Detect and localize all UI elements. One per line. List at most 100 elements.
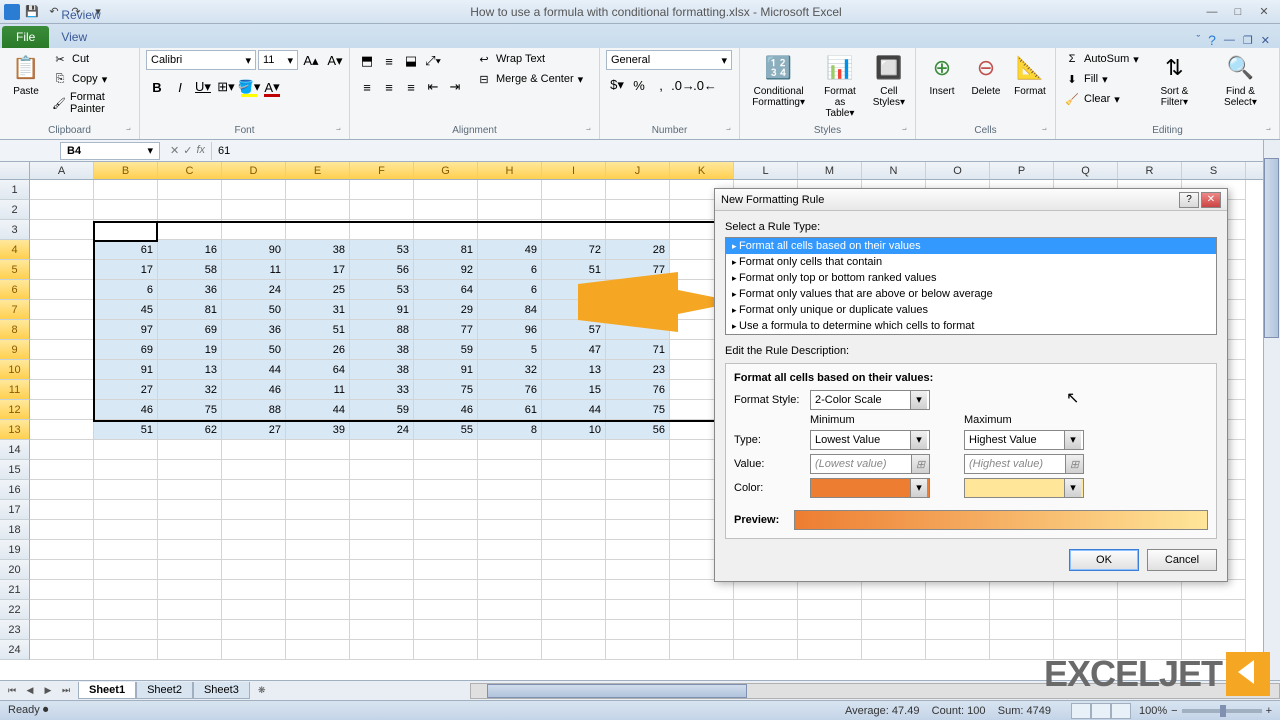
- cell[interactable]: [926, 600, 990, 620]
- cell[interactable]: 51: [542, 260, 606, 280]
- cell[interactable]: [734, 580, 798, 600]
- cell[interactable]: [670, 600, 734, 620]
- cell[interactable]: 6: [478, 260, 542, 280]
- cell[interactable]: [350, 640, 414, 660]
- wrap-text-button[interactable]: ↩Wrap Text: [474, 50, 585, 68]
- cell[interactable]: [670, 580, 734, 600]
- cell[interactable]: [222, 480, 286, 500]
- page-break-view-icon[interactable]: [1111, 703, 1131, 719]
- column-header[interactable]: N: [862, 162, 926, 179]
- cell[interactable]: 57: [542, 320, 606, 340]
- orientation-icon[interactable]: ⤢▾: [422, 50, 444, 72]
- column-header[interactable]: R: [1118, 162, 1182, 179]
- column-header[interactable]: E: [286, 162, 350, 179]
- cell[interactable]: 56: [350, 260, 414, 280]
- cell[interactable]: [350, 600, 414, 620]
- format-as-table-button[interactable]: 📊Format as Table▾: [815, 50, 864, 121]
- cell[interactable]: [30, 420, 94, 440]
- cell[interactable]: [286, 540, 350, 560]
- inner-minimize-icon[interactable]: —: [1224, 34, 1235, 46]
- fill-button[interactable]: ⬇Fill▾: [1062, 70, 1141, 88]
- cell[interactable]: [478, 200, 542, 220]
- cell[interactable]: [158, 480, 222, 500]
- new-sheet-icon[interactable]: ❋: [254, 683, 270, 699]
- cut-button[interactable]: ✂Cut: [50, 50, 133, 68]
- cell[interactable]: [542, 640, 606, 660]
- cell[interactable]: [606, 220, 670, 240]
- column-header[interactable]: G: [414, 162, 478, 179]
- cell[interactable]: 92: [414, 260, 478, 280]
- cell[interactable]: 26: [286, 340, 350, 360]
- cell[interactable]: [478, 520, 542, 540]
- cell[interactable]: 17: [94, 260, 158, 280]
- file-tab[interactable]: File: [2, 26, 49, 48]
- cell[interactable]: 46: [94, 400, 158, 420]
- delete-cells-button[interactable]: ⊖Delete: [966, 50, 1006, 99]
- cell[interactable]: [414, 220, 478, 240]
- cell[interactable]: [286, 220, 350, 240]
- rule-type-item[interactable]: Format only values that are above or bel…: [726, 286, 1216, 302]
- cell[interactable]: [798, 620, 862, 640]
- cell[interactable]: [94, 640, 158, 660]
- sort-filter-button[interactable]: ⇅Sort & Filter▾: [1145, 50, 1204, 110]
- cell[interactable]: [542, 580, 606, 600]
- cell[interactable]: [94, 180, 158, 200]
- cell[interactable]: 23: [606, 280, 670, 300]
- cell[interactable]: [30, 540, 94, 560]
- cell[interactable]: 75: [158, 400, 222, 420]
- cell[interactable]: [222, 640, 286, 660]
- scrollbar-thumb[interactable]: [487, 684, 747, 698]
- row-header[interactable]: 18: [0, 520, 30, 540]
- cell[interactable]: 58: [158, 260, 222, 280]
- cell[interactable]: 47: [542, 340, 606, 360]
- column-header[interactable]: A: [30, 162, 94, 179]
- cell[interactable]: [158, 520, 222, 540]
- cell[interactable]: [158, 560, 222, 580]
- column-header[interactable]: B: [94, 162, 158, 179]
- cell[interactable]: [606, 580, 670, 600]
- row-header[interactable]: 9: [0, 340, 30, 360]
- cell[interactable]: [1118, 580, 1182, 600]
- cell[interactable]: 77: [414, 320, 478, 340]
- cell[interactable]: 91: [414, 360, 478, 380]
- cell[interactable]: [30, 460, 94, 480]
- cell[interactable]: 36: [158, 280, 222, 300]
- increase-font-icon[interactable]: A▴: [300, 50, 322, 72]
- cell[interactable]: 71: [606, 340, 670, 360]
- row-header[interactable]: 6: [0, 280, 30, 300]
- cell[interactable]: 17: [286, 260, 350, 280]
- cell[interactable]: 32: [478, 360, 542, 380]
- cell[interactable]: 11: [286, 380, 350, 400]
- row-header[interactable]: 13: [0, 420, 30, 440]
- cell[interactable]: [350, 440, 414, 460]
- cell[interactable]: [478, 500, 542, 520]
- cell[interactable]: [1054, 580, 1118, 600]
- cell[interactable]: 27: [94, 380, 158, 400]
- cell[interactable]: [542, 440, 606, 460]
- row-header[interactable]: 2: [0, 200, 30, 220]
- cell[interactable]: 6: [478, 280, 542, 300]
- cell[interactable]: [478, 460, 542, 480]
- cell[interactable]: 23: [606, 360, 670, 380]
- align-center-icon[interactable]: ≡: [378, 76, 400, 98]
- cell[interactable]: [1054, 620, 1118, 640]
- zoom-in-icon[interactable]: +: [1266, 705, 1272, 717]
- cell[interactable]: 27: [222, 420, 286, 440]
- cell[interactable]: 72: [542, 240, 606, 260]
- cell[interactable]: [350, 500, 414, 520]
- cell[interactable]: [926, 640, 990, 660]
- cell[interactable]: [990, 580, 1054, 600]
- cell[interactable]: 44: [286, 400, 350, 420]
- cell[interactable]: [350, 180, 414, 200]
- column-header[interactable]: M: [798, 162, 862, 179]
- cell[interactable]: 46: [222, 380, 286, 400]
- row-header[interactable]: 11: [0, 380, 30, 400]
- cell[interactable]: 91: [350, 300, 414, 320]
- cell[interactable]: [414, 180, 478, 200]
- row-header[interactable]: 23: [0, 620, 30, 640]
- cell[interactable]: [30, 600, 94, 620]
- sheet-tab[interactable]: Sheet3: [193, 682, 250, 699]
- decrease-indent-icon[interactable]: ⇤: [422, 76, 444, 98]
- cell[interactable]: [478, 580, 542, 600]
- first-sheet-icon[interactable]: ⏮: [4, 683, 20, 699]
